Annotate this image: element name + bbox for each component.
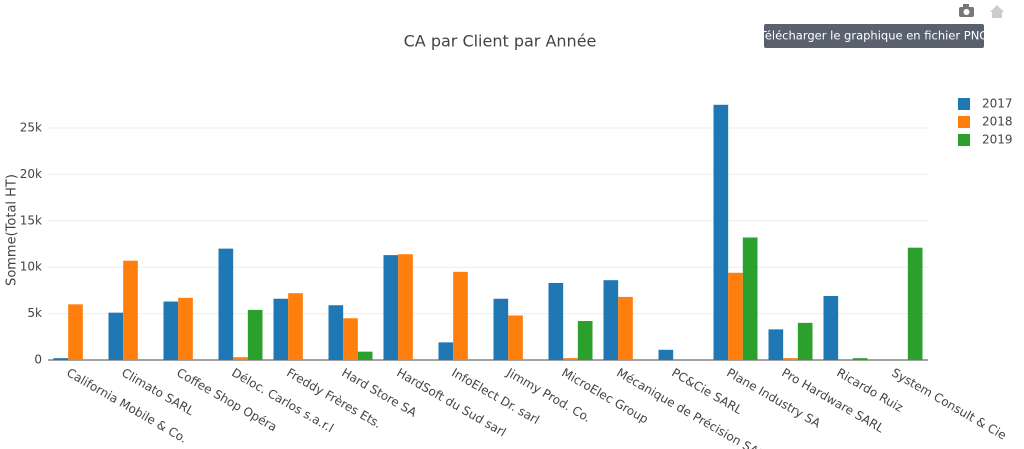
bar	[453, 271, 468, 360]
y-tick-label: 10k	[20, 260, 42, 274]
x-tick-label: System Consult & Cie	[889, 366, 1008, 443]
bar	[108, 312, 124, 360]
bar	[742, 237, 758, 360]
bar	[163, 301, 179, 360]
bar	[438, 342, 454, 360]
bar	[178, 297, 193, 360]
y-tick-label: 0	[34, 353, 42, 367]
bar	[218, 248, 234, 360]
x-tick-label: Pro Hardware SARL	[779, 366, 886, 436]
bar	[273, 298, 289, 360]
bar	[383, 255, 399, 360]
legend-label: 2018	[982, 115, 1013, 129]
bar	[728, 272, 743, 360]
bar	[508, 315, 523, 360]
legend-label: 2017	[982, 97, 1013, 111]
bar	[577, 321, 593, 360]
legend-swatch	[958, 98, 970, 110]
camera-icon[interactable]	[959, 4, 974, 17]
bar	[548, 282, 564, 360]
bar	[233, 357, 248, 360]
x-tick-label: Plane Industry SA	[724, 366, 823, 431]
tooltip-text: Télécharger le graphique en fichier PNG	[759, 29, 988, 43]
legend-swatch	[958, 116, 970, 128]
bar	[123, 260, 138, 360]
bar	[247, 309, 263, 360]
legend-label: 2019	[982, 133, 1013, 147]
y-axis-label: Somme(Total HT)	[5, 174, 20, 286]
tooltip-box	[764, 24, 984, 48]
bar	[68, 304, 83, 360]
chart-title: CA par Client par Année	[404, 32, 597, 51]
bar	[658, 349, 674, 360]
y-tick-label: 25k	[20, 120, 42, 134]
bar	[357, 351, 373, 360]
legend-swatch	[958, 134, 970, 146]
bar	[618, 296, 633, 360]
bar	[783, 358, 798, 360]
y-tick-label: 20k	[20, 167, 42, 181]
bar	[493, 298, 509, 360]
bar	[398, 254, 413, 360]
y-tick-label: 15k	[20, 213, 42, 227]
bar	[288, 293, 303, 360]
bar	[603, 280, 619, 360]
bar	[713, 104, 729, 360]
x-tick-label: Déloc. Carlos s.a.r.l	[229, 366, 336, 436]
bar	[823, 295, 839, 360]
y-tick-label: 5k	[27, 306, 42, 320]
bar	[797, 322, 813, 360]
bar	[563, 358, 578, 360]
x-tick-label: Coffee Shop Opéra	[174, 366, 279, 435]
bar	[852, 358, 868, 360]
bar	[907, 247, 923, 360]
bar	[343, 318, 358, 360]
home-icon[interactable]	[990, 5, 1004, 18]
bar	[768, 329, 784, 360]
bar	[53, 358, 69, 360]
bar	[328, 305, 344, 360]
